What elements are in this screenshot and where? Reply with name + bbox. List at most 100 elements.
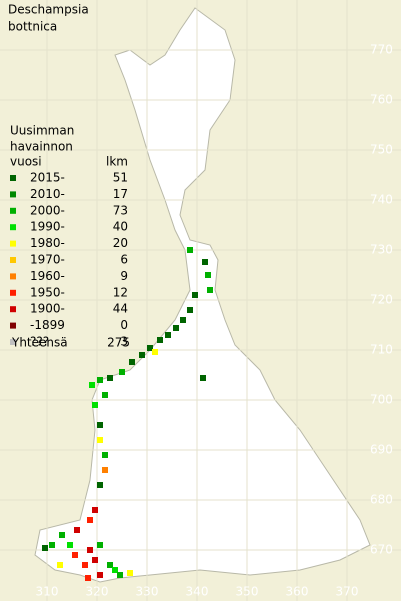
grid-label: 370 [336,585,359,599]
grid-label: 340 [186,585,209,599]
legend: 2015- 51 2010- 17 2000- 73 1990- 40 1980- 20 1970-… [10,171,128,349]
grid-label: 740 [370,193,393,207]
grid-label: 680 [370,493,393,507]
legend-count: 51 [113,171,128,185]
legend-label: 1970- [30,253,65,267]
record-square [85,575,91,581]
legend-label: 2000- [30,203,65,217]
title: bottnica [8,20,57,34]
legend-swatch [10,207,16,214]
grid-label: 770 [370,43,393,57]
legend-swatch [10,240,16,247]
record-square [107,562,113,568]
record-square [173,325,179,331]
title: Deschampsia [8,3,89,17]
total: 275 [107,336,130,350]
record-square [207,287,213,293]
record-square [107,375,113,381]
grid-label: 350 [236,585,259,599]
grid-label: 330 [136,585,159,599]
legend-count: 17 [113,187,128,201]
grid-label: 690 [370,443,393,457]
legend-count: 9 [120,269,128,283]
legend-label: 1990- [30,220,65,234]
record-square [97,422,103,428]
record-square [87,517,93,523]
legend-count: 40 [113,220,128,234]
record-square [152,349,158,355]
total-label: Yhteensä [11,336,68,350]
record-square [119,369,125,375]
record-square [127,570,133,576]
grid-label: 360 [286,585,309,599]
grid-label: 760 [370,93,393,107]
legend-label: -1899 [30,318,65,332]
record-square [67,542,73,548]
record-square [165,332,171,338]
record-square [102,467,108,473]
legend-count: 0 [120,318,128,332]
record-square [87,547,93,553]
legend-count: 6 [120,253,128,267]
legend-count: 3 [120,335,128,349]
legend-header: vuosi [10,155,42,169]
record-square [97,572,103,578]
record-square [200,375,206,381]
record-square [42,545,48,551]
legend-swatch [10,339,16,345]
legend-header: Uusimman [10,124,74,138]
legend-swatch [10,257,16,263]
record-square [117,572,123,578]
legend-count: 44 [113,302,128,316]
legend-count: 12 [113,285,128,299]
record-square [74,527,80,533]
grid-label: 700 [370,393,393,407]
grid-label: 310 [36,585,59,599]
legend-count: 73 [113,203,128,217]
record-square [205,272,211,278]
record-square [102,392,108,398]
record-square [157,337,163,343]
legend-swatch [10,289,16,296]
record-square [49,542,55,548]
record-square [180,317,186,323]
grid-label: 730 [370,243,393,257]
grid-label: 720 [370,293,393,307]
record-square [147,345,153,351]
record-square [102,452,108,458]
record-square [139,352,145,358]
legend-label: 1900- [30,302,65,316]
legend-swatch [10,224,16,231]
records [42,247,213,581]
legend-label: 2015- [30,171,65,185]
grid-label: 670 [370,543,393,557]
record-square [97,482,103,488]
legend-swatch [10,322,16,329]
grid-label: 320 [86,585,109,599]
legend-count: 20 [113,236,128,250]
record-square [97,542,103,548]
record-square [97,437,103,443]
record-square [57,562,63,568]
record-square [192,292,198,298]
record-square [92,402,98,408]
record-square [92,557,98,563]
legend-label: 1960- [30,269,65,283]
record-square [129,359,135,365]
record-square [59,532,65,538]
legend-header: havainnon [10,140,73,154]
legend-label: 1980- [30,236,65,250]
record-square [202,259,208,265]
legend-swatch [10,273,16,280]
legend-swatch [10,191,16,198]
record-square [187,307,193,313]
record-square [97,377,103,383]
record-square [92,507,98,513]
legend-label: 2010- [30,187,65,201]
legend-swatch [10,175,16,181]
legend-label: ??? [30,335,49,349]
record-square [187,247,193,253]
legend-label: 1950- [30,285,65,299]
